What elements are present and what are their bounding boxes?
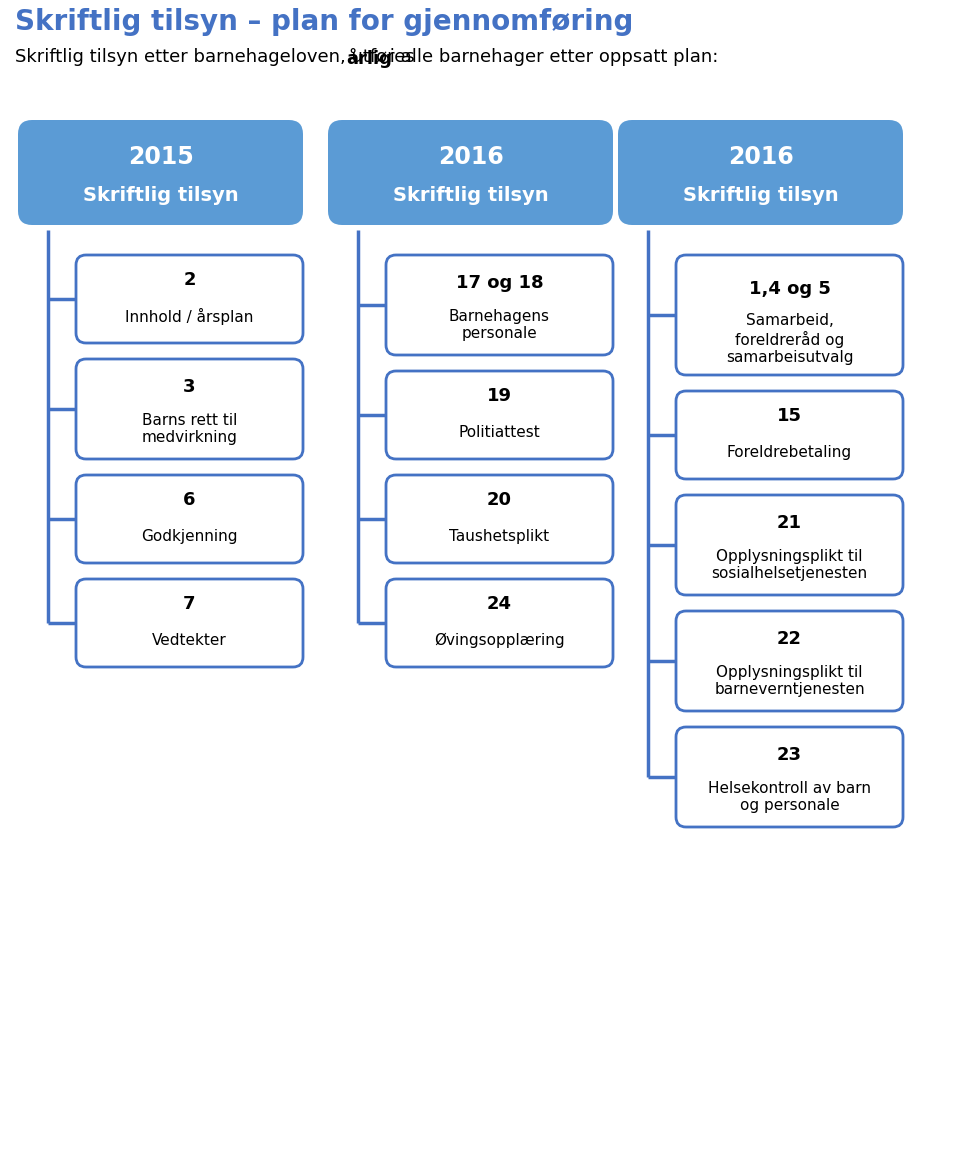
Text: 7: 7 xyxy=(183,595,196,613)
Text: 2: 2 xyxy=(183,271,196,289)
Text: 2016: 2016 xyxy=(438,144,503,169)
Text: Barnehagens
personale: Barnehagens personale xyxy=(449,309,550,342)
Text: 2016: 2016 xyxy=(728,144,793,169)
Text: Opplysningsplikt til
barneverntjenesten: Opplysningsplikt til barneverntjenesten xyxy=(714,664,865,697)
FancyBboxPatch shape xyxy=(618,120,903,225)
Text: Politiattest: Politiattest xyxy=(459,425,540,440)
Text: 17 og 18: 17 og 18 xyxy=(456,274,543,292)
FancyBboxPatch shape xyxy=(76,359,303,459)
Text: Vedtekter: Vedtekter xyxy=(152,633,227,648)
Text: Øvingsopplæring: Øvingsopplæring xyxy=(434,633,564,648)
Text: Skriftlig tilsyn: Skriftlig tilsyn xyxy=(393,187,548,205)
Text: 1,4 og 5: 1,4 og 5 xyxy=(749,279,830,297)
Text: Opplysningsplikt til
sosialhelsetjenesten: Opplysningsplikt til sosialhelsetjeneste… xyxy=(711,548,868,581)
Text: 22: 22 xyxy=(777,630,802,648)
Text: Innhold / årsplan: Innhold / årsplan xyxy=(126,308,253,325)
Text: Barns rett til
medvirkning: Barns rett til medvirkning xyxy=(141,413,237,445)
Text: Skriftlig tilsyn – plan for gjennomføring: Skriftlig tilsyn – plan for gjennomførin… xyxy=(15,8,634,36)
FancyBboxPatch shape xyxy=(76,255,303,343)
Text: 3: 3 xyxy=(183,378,196,396)
FancyBboxPatch shape xyxy=(386,579,613,667)
FancyBboxPatch shape xyxy=(76,579,303,667)
Text: 20: 20 xyxy=(487,491,512,508)
FancyBboxPatch shape xyxy=(386,371,613,459)
Text: 6: 6 xyxy=(183,491,196,508)
FancyBboxPatch shape xyxy=(386,475,613,564)
Text: Samarbeid,
foreldreråd og
samarbeisutvalg: Samarbeid, foreldreråd og samarbeisutval… xyxy=(726,313,853,365)
Text: 15: 15 xyxy=(777,406,802,425)
FancyBboxPatch shape xyxy=(76,475,303,564)
Text: i alle barnehager etter oppsatt plan:: i alle barnehager etter oppsatt plan: xyxy=(384,48,718,66)
Text: Godkjenning: Godkjenning xyxy=(141,529,238,544)
FancyBboxPatch shape xyxy=(676,495,903,595)
Text: Skriftlig tilsyn etter barnehageloven, utføres: Skriftlig tilsyn etter barnehageloven, u… xyxy=(15,48,420,66)
FancyBboxPatch shape xyxy=(676,391,903,479)
FancyBboxPatch shape xyxy=(386,255,613,355)
Text: Skriftlig tilsyn: Skriftlig tilsyn xyxy=(83,187,238,205)
Text: 2015: 2015 xyxy=(128,144,193,169)
Text: 24: 24 xyxy=(487,595,512,613)
Text: Skriftlig tilsyn: Skriftlig tilsyn xyxy=(683,187,838,205)
FancyBboxPatch shape xyxy=(676,610,903,711)
FancyBboxPatch shape xyxy=(676,727,903,826)
Text: Foreldrebetaling: Foreldrebetaling xyxy=(727,445,852,460)
Text: Taushetsplikt: Taushetsplikt xyxy=(449,529,549,544)
Text: 21: 21 xyxy=(777,514,802,532)
FancyBboxPatch shape xyxy=(676,255,903,375)
Text: 23: 23 xyxy=(777,745,802,764)
Text: Helsekontroll av barn
og personale: Helsekontroll av barn og personale xyxy=(708,781,871,814)
Text: 19: 19 xyxy=(487,386,512,405)
FancyBboxPatch shape xyxy=(18,120,303,225)
Text: årlig: årlig xyxy=(347,48,393,68)
FancyBboxPatch shape xyxy=(328,120,613,225)
